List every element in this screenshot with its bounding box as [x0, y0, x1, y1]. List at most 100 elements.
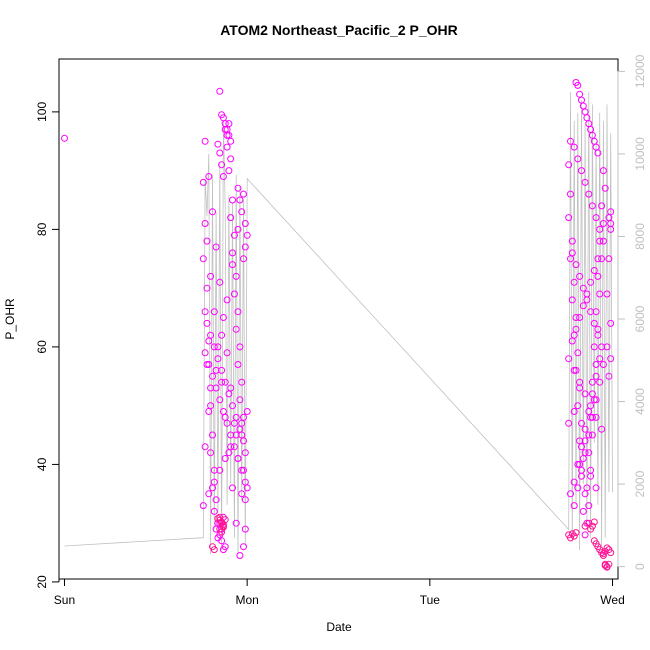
- data-point: [590, 267, 598, 274]
- data-point: [579, 302, 587, 310]
- data-point: [229, 484, 236, 492]
- data-point: [576, 314, 584, 321]
- data-point: [234, 455, 242, 462]
- data-point: [570, 502, 578, 510]
- data-point: [210, 343, 218, 351]
- data-point: [590, 343, 598, 351]
- chart-title: ATOM2 Northeast_Pacific_2 P_OHR: [220, 22, 458, 38]
- data-point: [223, 349, 231, 357]
- data-point: [599, 361, 607, 368]
- data-point: [594, 325, 602, 333]
- data-point: [570, 366, 578, 374]
- y-axis: 20 40 60 80 100: [35, 102, 60, 589]
- data-point: [581, 178, 589, 186]
- data-point: [598, 255, 606, 263]
- data-point: [209, 372, 216, 380]
- data-point: [570, 331, 578, 339]
- y-tick-label: 80: [35, 222, 49, 236]
- data-point: [216, 466, 224, 474]
- data-point: [567, 490, 574, 498]
- data-point: [218, 161, 226, 169]
- data-point: [209, 431, 216, 439]
- data-point: [238, 378, 246, 386]
- data-point: [201, 349, 209, 357]
- data-point: [572, 314, 580, 321]
- data-point: [207, 449, 215, 457]
- right-tick-label: 10000: [633, 137, 647, 171]
- data-point: [603, 290, 611, 298]
- x-tick-label: Sun: [54, 593, 75, 607]
- data-point: [201, 137, 209, 145]
- data-point: [223, 419, 231, 427]
- data-point: [240, 190, 247, 198]
- data-point: [576, 384, 584, 392]
- data-point: [223, 296, 231, 304]
- data-point: [234, 184, 242, 192]
- data-point: [199, 255, 207, 263]
- data-point: [578, 419, 585, 427]
- data-point: [592, 413, 600, 421]
- data-point: [229, 402, 236, 410]
- data-point: [603, 544, 611, 552]
- data-point: [579, 507, 587, 515]
- data-point: [238, 466, 246, 474]
- data-point: [572, 325, 580, 333]
- data-point: [230, 443, 238, 451]
- data-point: [570, 408, 578, 415]
- data-point: [223, 143, 231, 151]
- data-point: [210, 507, 218, 515]
- data-point: [203, 237, 211, 245]
- data-point: [581, 108, 589, 116]
- data-point: [241, 243, 249, 251]
- x-tick-label: Tue: [420, 593, 441, 607]
- data-point: [243, 408, 251, 415]
- data-point: [598, 343, 606, 351]
- data-point: [209, 208, 216, 216]
- data-point: [603, 343, 611, 351]
- data-point: [214, 343, 222, 351]
- data-point: [598, 425, 606, 433]
- data-point: [594, 255, 602, 263]
- data-point: [585, 431, 593, 439]
- data-point: [598, 202, 606, 210]
- data-point: [581, 449, 589, 457]
- data-point: [587, 308, 595, 316]
- data-point: [574, 155, 582, 163]
- data-point: [230, 231, 238, 239]
- x-axis: Sun Mon Tue Wed: [54, 578, 625, 607]
- x-tick-label: Wed: [600, 593, 624, 607]
- data-point: [568, 237, 576, 245]
- data-point: [212, 496, 220, 504]
- data-point: [201, 443, 209, 451]
- data-point: [238, 490, 246, 498]
- data-point: [227, 137, 235, 145]
- data-point: [219, 173, 227, 180]
- data-point: [601, 562, 609, 569]
- data-point: [221, 516, 229, 524]
- data-point: [219, 314, 227, 321]
- data-point: [212, 384, 220, 392]
- data-point: [236, 396, 244, 404]
- data-point: [227, 443, 235, 451]
- data-point: [61, 134, 68, 142]
- line-series-path: [64, 91, 613, 555]
- data-point: [205, 490, 213, 498]
- right-tick-label: 6000: [633, 305, 647, 332]
- data-point: [234, 308, 242, 316]
- data-point: [581, 437, 589, 445]
- data-point: [572, 261, 580, 269]
- line-series: [64, 91, 613, 555]
- x-tick-label: Mon: [235, 593, 258, 607]
- data-point: [219, 520, 227, 528]
- y-axis-label: P_OHR: [3, 298, 17, 340]
- data-point: [565, 419, 573, 427]
- data-point: [219, 523, 227, 531]
- data-point: [570, 278, 578, 286]
- data-point: [567, 255, 574, 263]
- data-point: [234, 225, 242, 233]
- data-point: [601, 547, 609, 555]
- data-point: [225, 167, 233, 175]
- data-point: [236, 343, 244, 351]
- data-point: [578, 443, 585, 451]
